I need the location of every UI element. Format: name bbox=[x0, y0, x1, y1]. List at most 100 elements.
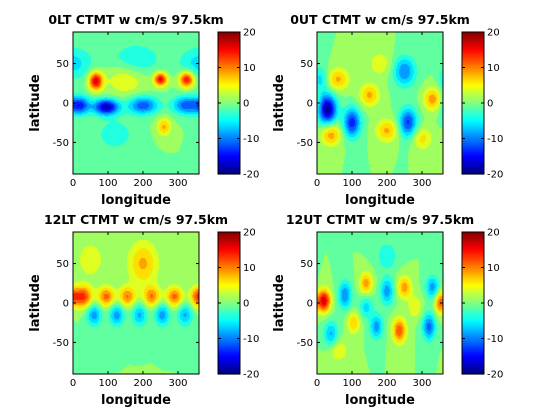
colorbar-swatch bbox=[218, 171, 240, 175]
colorbar-swatch bbox=[462, 32, 484, 35]
colorbar-swatch bbox=[218, 40, 240, 44]
colorbar-tick-label: 20 bbox=[487, 28, 500, 39]
colorbar-swatch bbox=[218, 129, 240, 133]
colorbar-swatch bbox=[218, 294, 240, 297]
colorbar-swatch bbox=[462, 131, 484, 135]
colorbar-swatch bbox=[462, 94, 484, 97]
y-tick-label: -50 bbox=[297, 338, 313, 349]
colorbar-swatch bbox=[218, 331, 240, 335]
colorbar-swatch bbox=[218, 56, 240, 60]
colorbar-swatch bbox=[462, 96, 484, 100]
colorbar-swatch bbox=[218, 314, 240, 317]
colorbar-swatch bbox=[462, 158, 484, 162]
colorbar-swatch bbox=[462, 351, 484, 355]
colorbar-swatch bbox=[462, 334, 484, 337]
colorbar-swatch bbox=[462, 43, 484, 46]
colorbar-swatch bbox=[218, 345, 240, 348]
colorbar-swatch bbox=[462, 276, 484, 280]
colorbar-tick-label: -20 bbox=[243, 370, 259, 381]
y-tick-label: 50 bbox=[300, 59, 313, 70]
colorbar-swatch bbox=[462, 116, 484, 120]
colorbar-swatch bbox=[218, 320, 240, 324]
colorbar-swatch bbox=[218, 307, 240, 311]
colorbar-swatch bbox=[218, 309, 240, 313]
colorbar-swatch bbox=[218, 116, 240, 120]
colorbar-swatch bbox=[462, 76, 484, 80]
colorbar-swatch bbox=[218, 318, 240, 322]
colorbar-swatch bbox=[462, 271, 484, 275]
colorbar-swatch bbox=[218, 111, 240, 115]
colorbar-swatch bbox=[218, 329, 240, 333]
colorbar-swatch bbox=[462, 249, 484, 253]
y-tick-label: 0 bbox=[307, 99, 313, 110]
colorbar-tick-label: 0 bbox=[243, 299, 249, 310]
colorbar-tick-label: 10 bbox=[487, 263, 500, 274]
x-axis-label: longitude bbox=[345, 193, 415, 208]
colorbar-swatch bbox=[218, 340, 240, 344]
y-tick-label: 0 bbox=[63, 99, 69, 110]
colorbar-swatch bbox=[218, 254, 240, 258]
colorbar-swatch bbox=[462, 356, 484, 360]
y-tick-label: -50 bbox=[53, 138, 69, 149]
heatmap-field bbox=[317, 32, 443, 174]
colorbar-tick-label: 10 bbox=[243, 263, 256, 274]
x-axis-label: longitude bbox=[101, 193, 171, 208]
colorbar-swatch bbox=[462, 258, 484, 262]
colorbar-swatch bbox=[462, 349, 484, 353]
colorbar-swatch bbox=[462, 280, 484, 284]
colorbar-swatch bbox=[462, 36, 484, 40]
colorbar-swatch bbox=[462, 329, 484, 333]
colorbar-swatch bbox=[462, 320, 484, 324]
colorbar-swatch bbox=[462, 85, 484, 89]
heatmap-field bbox=[73, 32, 199, 174]
colorbar-swatch bbox=[218, 305, 240, 309]
colorbar-swatch bbox=[462, 149, 484, 153]
colorbar-swatch bbox=[462, 362, 484, 366]
colorbar-swatch bbox=[218, 142, 240, 146]
colorbar-swatch bbox=[218, 240, 240, 244]
y-axis-label: latitude bbox=[28, 74, 43, 132]
colorbar-swatch bbox=[218, 45, 240, 49]
colorbar-swatch bbox=[218, 245, 240, 249]
colorbar-swatch bbox=[462, 365, 484, 368]
y-axis-label: latitude bbox=[272, 74, 287, 132]
colorbar-swatch bbox=[462, 274, 484, 277]
x-tick-label: 0 bbox=[314, 178, 320, 189]
colorbar: 20 10 0 -10 -20 bbox=[217, 228, 259, 381]
colorbar-swatch bbox=[462, 151, 484, 155]
colorbar-swatch bbox=[218, 287, 240, 291]
colorbar-swatch bbox=[462, 34, 484, 38]
colorbar-swatch bbox=[462, 129, 484, 133]
colorbar-swatch bbox=[462, 56, 484, 60]
x-tick-label: 200 bbox=[133, 178, 152, 189]
colorbar-tick-label: 10 bbox=[487, 63, 500, 74]
colorbar-swatch bbox=[462, 240, 484, 244]
colorbar-swatch bbox=[218, 134, 240, 137]
colorbar-swatch bbox=[218, 263, 240, 266]
colorbar-swatch bbox=[462, 369, 484, 373]
x-tick-label: 300 bbox=[412, 378, 431, 389]
colorbar-swatch bbox=[462, 147, 484, 151]
colorbar-swatch bbox=[462, 171, 484, 175]
colorbar-swatch bbox=[462, 254, 484, 258]
colorbar-tick-label: -20 bbox=[487, 170, 503, 181]
colorbar-swatch bbox=[218, 105, 240, 109]
x-tick-label: 0 bbox=[314, 378, 320, 389]
colorbar-swatch bbox=[462, 111, 484, 115]
x-tick-label: 300 bbox=[168, 178, 187, 189]
colorbar-swatch bbox=[462, 54, 484, 58]
colorbar-swatch bbox=[218, 356, 240, 360]
y-tick-label: -50 bbox=[53, 338, 69, 349]
colorbar-swatch bbox=[462, 309, 484, 313]
colorbar-swatch bbox=[462, 318, 484, 322]
panel-title: 0UT CTMT w cm/s 97.5km bbox=[290, 12, 470, 27]
colorbar-swatch bbox=[462, 67, 484, 71]
colorbar-swatch bbox=[218, 136, 240, 140]
colorbar-swatch bbox=[218, 316, 240, 320]
colorbar-swatch bbox=[462, 38, 484, 42]
colorbar-swatch bbox=[218, 243, 240, 246]
x-tick-label: 200 bbox=[133, 378, 152, 389]
x-axis-label: longitude bbox=[101, 393, 171, 408]
colorbar-swatch bbox=[218, 367, 240, 371]
colorbar-swatch bbox=[218, 349, 240, 353]
